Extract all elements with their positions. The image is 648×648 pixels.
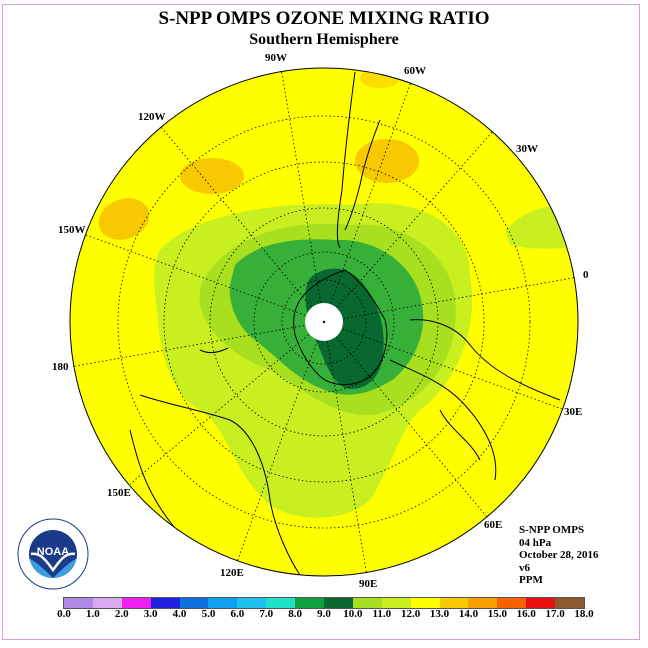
colorbar-ticks: 0.0 1.0 2.0 3.0 4.0 5.0 6.0 7.0 8.0 9.0 10.0 11.0 12…: [0, 608, 648, 622]
lon-label-0: 0: [583, 269, 589, 281]
map-subtitle: Southern Hemisphere: [249, 31, 399, 48]
info-date: October 28, 2016: [519, 549, 599, 562]
colorbar-swatch: [237, 598, 267, 608]
colorbar-tick-label: 8.0: [288, 608, 302, 620]
colorbar-swatch: [92, 598, 122, 608]
colorbar-swatch: [324, 598, 353, 608]
colorbar-swatch: [179, 598, 209, 608]
lon-label-120w: 120W: [138, 111, 166, 123]
map-boundary: [69, 67, 579, 577]
colorbar-swatch: [295, 598, 325, 608]
colorbar-tick-label: 14.0: [458, 608, 479, 620]
colorbar-swatch: [208, 598, 238, 608]
colorbar-tick-label: 17.0: [545, 608, 565, 620]
colorbar-tick-label: 4.0: [172, 608, 187, 620]
colorbar-tick-label: 7.0: [259, 608, 274, 620]
colorbar-tick-label: 13.0: [429, 608, 450, 620]
colorbar-swatch: [555, 598, 585, 608]
colorbar-swatch: [121, 598, 151, 608]
noaa-logo-text: NOAA: [37, 546, 69, 558]
colorbar-tick-label: 9.0: [317, 608, 331, 620]
noaa-logo: NOAA: [17, 518, 89, 590]
info-level: 04 hPa: [519, 536, 552, 549]
info-units: PPM: [519, 574, 543, 587]
colorbar-tick-label: 3.0: [143, 608, 158, 620]
lon-label-90e: 90E: [359, 578, 377, 590]
info-instrument: S-NPP OMPS: [519, 524, 585, 536]
lon-label-30e: 30E: [564, 406, 582, 418]
colorbar-swatch: [150, 598, 180, 608]
figure-frame: [2, 4, 640, 640]
product-info: S-NPP OMPS 04 hPa October 28, 2016 v6 PP…: [519, 524, 599, 587]
colorbar-tick-label: 2.0: [114, 608, 129, 620]
colorbar-swatch: [468, 598, 498, 608]
graticule: [70, 68, 578, 576]
colorbar-tick-label: 11.0: [372, 608, 392, 620]
info-version: v6: [519, 561, 530, 574]
lon-label-60w: 60W: [404, 65, 426, 77]
colorbar-swatch: [497, 598, 527, 608]
lon-label-150w: 150W: [58, 224, 86, 236]
colorbar-tick-label: 6.0: [230, 608, 245, 620]
map-title: S-NPP OMPS OZONE MIXING RATIO: [158, 8, 490, 29]
colorbar-tick-label: 15.0: [487, 608, 507, 620]
colorbar: [63, 597, 585, 609]
colorbar-swatch: [266, 598, 296, 608]
colorbar-swatch: [439, 598, 469, 608]
lon-label-180: 180: [52, 361, 69, 373]
lon-label-60e: 60E: [484, 519, 502, 531]
colorbar-tick-label: 18.0: [574, 608, 594, 620]
colorbar-tick-label: 12.0: [401, 608, 421, 620]
south-pole-marker: [322, 320, 326, 324]
lon-label-90w: 90W: [265, 52, 287, 64]
colorbar-tick-label: 0.0: [57, 608, 71, 620]
colorbar-swatch: [64, 598, 93, 608]
colorbar-swatch: [381, 598, 411, 608]
colorbar-tick-label: 16.0: [516, 608, 536, 620]
colorbar-tick-label: 1.0: [86, 608, 100, 620]
lon-label-150e: 150E: [107, 487, 131, 499]
colorbar-tick-label: 5.0: [201, 608, 216, 620]
lon-label-30w: 30W: [516, 143, 538, 155]
colorbar-swatch: [410, 598, 440, 608]
lon-label-120e: 120E: [220, 567, 244, 579]
colorbar-swatch: [526, 598, 556, 608]
colorbar-tick-label: 10.0: [343, 608, 363, 620]
colorbar-swatch: [352, 598, 382, 608]
